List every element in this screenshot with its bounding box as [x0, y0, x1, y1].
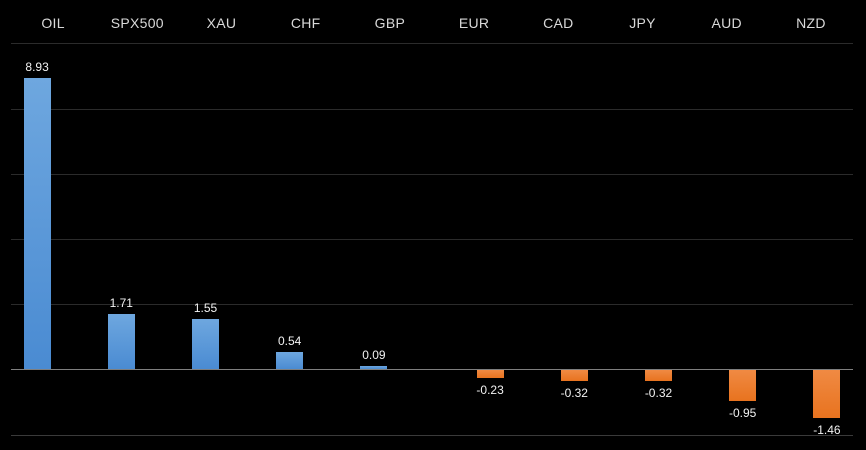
value-label-cad: -0.32	[560, 385, 588, 400]
value-label-xau: 1.55	[193, 300, 218, 315]
bar-jpy	[645, 370, 672, 381]
value-label-gbp: 0.09	[362, 348, 386, 363]
category-label-nzd: NZD	[796, 15, 826, 31]
value-label-jpy: -0.32	[644, 385, 673, 400]
value-label-oil: 8.93	[25, 60, 49, 75]
value-label-chf: 0.54	[278, 333, 302, 348]
category-label-jpy: JPY	[629, 15, 656, 31]
bar-eur	[476, 370, 504, 378]
gridline-10	[11, 43, 853, 45]
value-label-eur: -0.23	[476, 382, 504, 397]
gridline-4	[11, 239, 853, 240]
category-label-spx500: SPX500	[110, 15, 164, 31]
value-label-aud: -0.95	[729, 406, 757, 421]
category-label-chf: CHF	[290, 15, 321, 31]
bar-aud	[729, 370, 757, 402]
bar-nzd	[813, 370, 841, 418]
category-label-xau: XAU	[206, 15, 237, 31]
category-label-cad: CAD	[543, 15, 574, 31]
bar-xau	[192, 318, 219, 370]
category-label-gbp: GBP	[374, 15, 406, 31]
category-axis: OIL SPX500 XAU CHF GBP EUR CAD JPY AUD NZD	[11, 10, 853, 36]
bar-oil	[23, 78, 51, 370]
bar-cad	[560, 370, 588, 381]
value-label-nzd: -1.46	[813, 422, 841, 437]
bar-gbp	[360, 366, 388, 370]
category-label-aud: AUD	[711, 15, 742, 31]
bar-spx500	[107, 313, 135, 370]
value-label-spx500: 1.71	[109, 295, 133, 310]
category-label-oil: OIL	[41, 15, 65, 31]
category-label-eur: EUR	[458, 15, 490, 31]
gridline-8	[11, 108, 853, 110]
gridline-6	[11, 173, 853, 175]
gridline-2	[11, 304, 853, 306]
gridline--2	[11, 434, 853, 436]
zero-axis-line	[11, 369, 853, 371]
bar-chf	[276, 351, 304, 370]
